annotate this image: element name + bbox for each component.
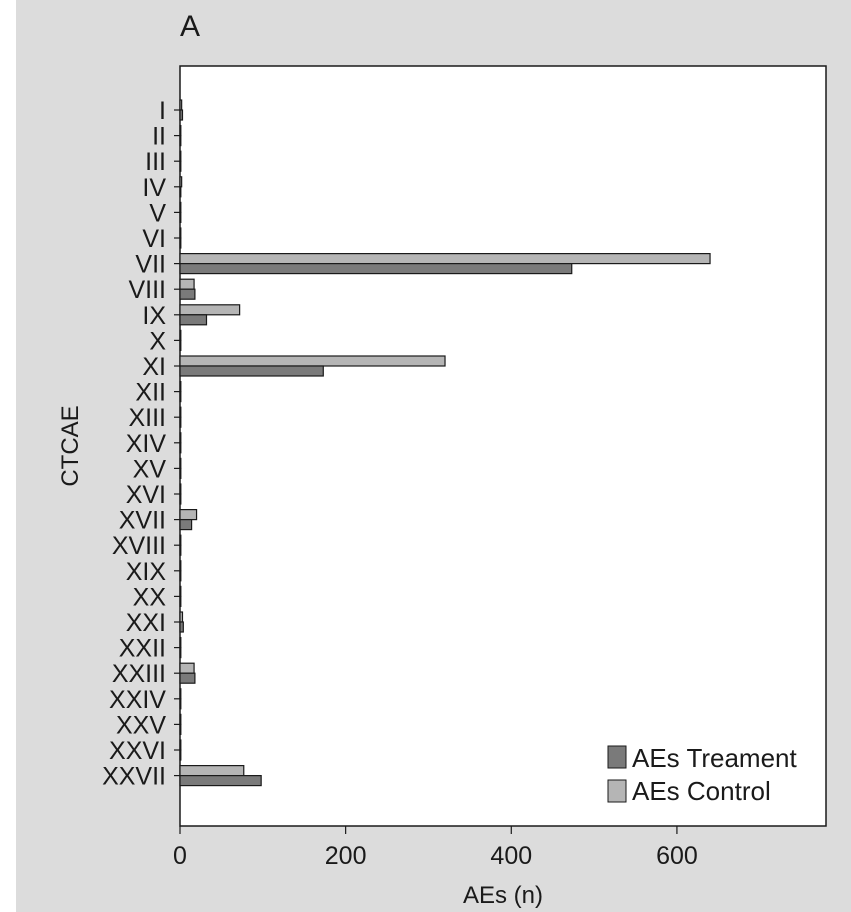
x-axis: 0 200 400 600	[173, 826, 698, 870]
bar-control-xxv	[179, 713, 182, 726]
bar-control-iii	[179, 150, 182, 162]
bar-control-xiii	[179, 406, 182, 418]
bar-control-xxi	[179, 611, 184, 623]
y-tick-label: XVI	[126, 481, 166, 509]
y-tick-label: III	[145, 148, 166, 176]
bar-treatment-xxv	[179, 723, 182, 736]
bar-treatment-xvii	[179, 518, 193, 531]
bar-control-xviii	[179, 534, 182, 546]
y-tick-label: XII	[135, 379, 166, 407]
bar-treatment-iv	[179, 186, 182, 198]
y-tick-label: VI	[142, 225, 166, 253]
bar-treatment-xxii	[179, 646, 182, 659]
bar-control-xvii	[179, 509, 198, 521]
bar-treatment-xxiv	[179, 698, 182, 710]
bar-treatment-ix	[179, 314, 208, 326]
panel-label: A	[180, 10, 200, 43]
bar-control-xi	[179, 355, 446, 367]
bar-control-vi	[179, 227, 182, 239]
bar-control-ix	[179, 304, 241, 316]
x-tick-label: 400	[490, 842, 532, 870]
x-tick-label: 200	[325, 842, 367, 870]
y-tick-label: XXVI	[109, 737, 166, 765]
bar-treatment-xi	[179, 365, 324, 377]
bar-treatment-xxvii	[179, 774, 262, 787]
y-tick-label: XX	[133, 583, 167, 611]
y-axis: IIIIIIIVVVIVIIVIIIIXXXIXIIXIIIXIVXVXVIXV…	[102, 97, 180, 791]
legend-label-treatment: AEs Treament	[632, 743, 798, 773]
bar-treatment-xiii	[179, 416, 182, 428]
bar-treatment-xviii	[179, 544, 182, 556]
bar-treatment-xii	[179, 391, 182, 403]
legend-swatch-control	[607, 779, 627, 803]
bar-treatment-xxvi	[179, 749, 182, 761]
y-tick-label: XXIV	[109, 686, 166, 714]
y-tick-label: X	[149, 327, 166, 355]
bar-control-xiv	[179, 432, 182, 444]
bar-control-xv	[179, 457, 182, 469]
bar-treatment-xvi	[179, 493, 182, 505]
legend: AEs Treament AEs Control	[607, 743, 798, 806]
y-tick-label: VII	[135, 251, 166, 279]
bar-treatment-xxiii	[179, 672, 196, 684]
y-axis-title: CTCAE	[57, 405, 84, 486]
y-tick-label: XXVII	[102, 763, 166, 791]
y-tick-label: XXII	[119, 635, 166, 663]
bar-control-xxiv	[179, 688, 182, 700]
bar-treatment-vii	[179, 263, 573, 275]
y-tick-label: IV	[142, 174, 166, 202]
y-tick-label: V	[149, 199, 166, 227]
bar-control-i	[179, 99, 183, 111]
y-tick-label: XIV	[126, 430, 167, 458]
bar-treatment-xx	[179, 595, 182, 608]
y-tick-label: XXI	[126, 609, 166, 637]
bar-control-xxiii	[179, 662, 195, 674]
x-tick-label: 0	[173, 842, 187, 870]
bar-control-xx	[179, 585, 182, 598]
bar-treatment-v	[179, 211, 182, 223]
bar-control-vii	[179, 253, 711, 265]
y-tick-label: XXIII	[112, 660, 166, 688]
bar-control-xix	[179, 560, 182, 572]
y-tick-label: IX	[142, 302, 166, 330]
y-tick-label: XVIII	[112, 532, 166, 560]
bar-control-iv	[179, 176, 183, 188]
bar-treatment-xv	[179, 467, 182, 479]
y-tick-label: II	[152, 123, 166, 151]
y-tick-label: XI	[142, 353, 166, 381]
bar-treatment-ii	[179, 135, 182, 147]
bar-control-v	[179, 201, 182, 213]
bar-control-xxvii	[179, 764, 245, 777]
legend-label-control: AEs Control	[632, 776, 771, 806]
bar-control-x	[179, 329, 182, 341]
y-tick-label: XVII	[119, 507, 166, 535]
bar-treatment-xix	[179, 570, 182, 582]
legend-swatch-treatment	[607, 745, 627, 769]
y-tick-label: XIII	[128, 404, 166, 432]
bar-treatment-viii	[179, 288, 196, 300]
bar-treatment-iii	[179, 160, 182, 172]
x-axis-title: AEs (n)	[463, 882, 543, 909]
y-tick-label: XIX	[126, 558, 167, 586]
bar-treatment-xxi	[179, 621, 184, 633]
y-tick-label: XV	[133, 455, 167, 483]
bar-treatment-vi	[179, 237, 182, 249]
bar-control-xxii	[179, 636, 182, 649]
bar-control-xvi	[179, 483, 182, 495]
bar-treatment-i	[179, 109, 184, 121]
x-tick-label: 600	[656, 842, 698, 870]
y-tick-label: I	[159, 97, 166, 125]
plot-frame	[179, 65, 827, 827]
bar-treatment-x	[179, 339, 182, 351]
bar-control-ii	[179, 124, 182, 137]
bars-group	[179, 99, 711, 787]
bar-control-xii	[179, 381, 182, 393]
y-tick-label: VIII	[128, 276, 166, 304]
bar-treatment-xiv	[179, 442, 182, 454]
bar-control-xxvi	[179, 739, 182, 751]
y-tick-label: XXV	[116, 711, 166, 739]
bar-control-viii	[179, 278, 195, 290]
